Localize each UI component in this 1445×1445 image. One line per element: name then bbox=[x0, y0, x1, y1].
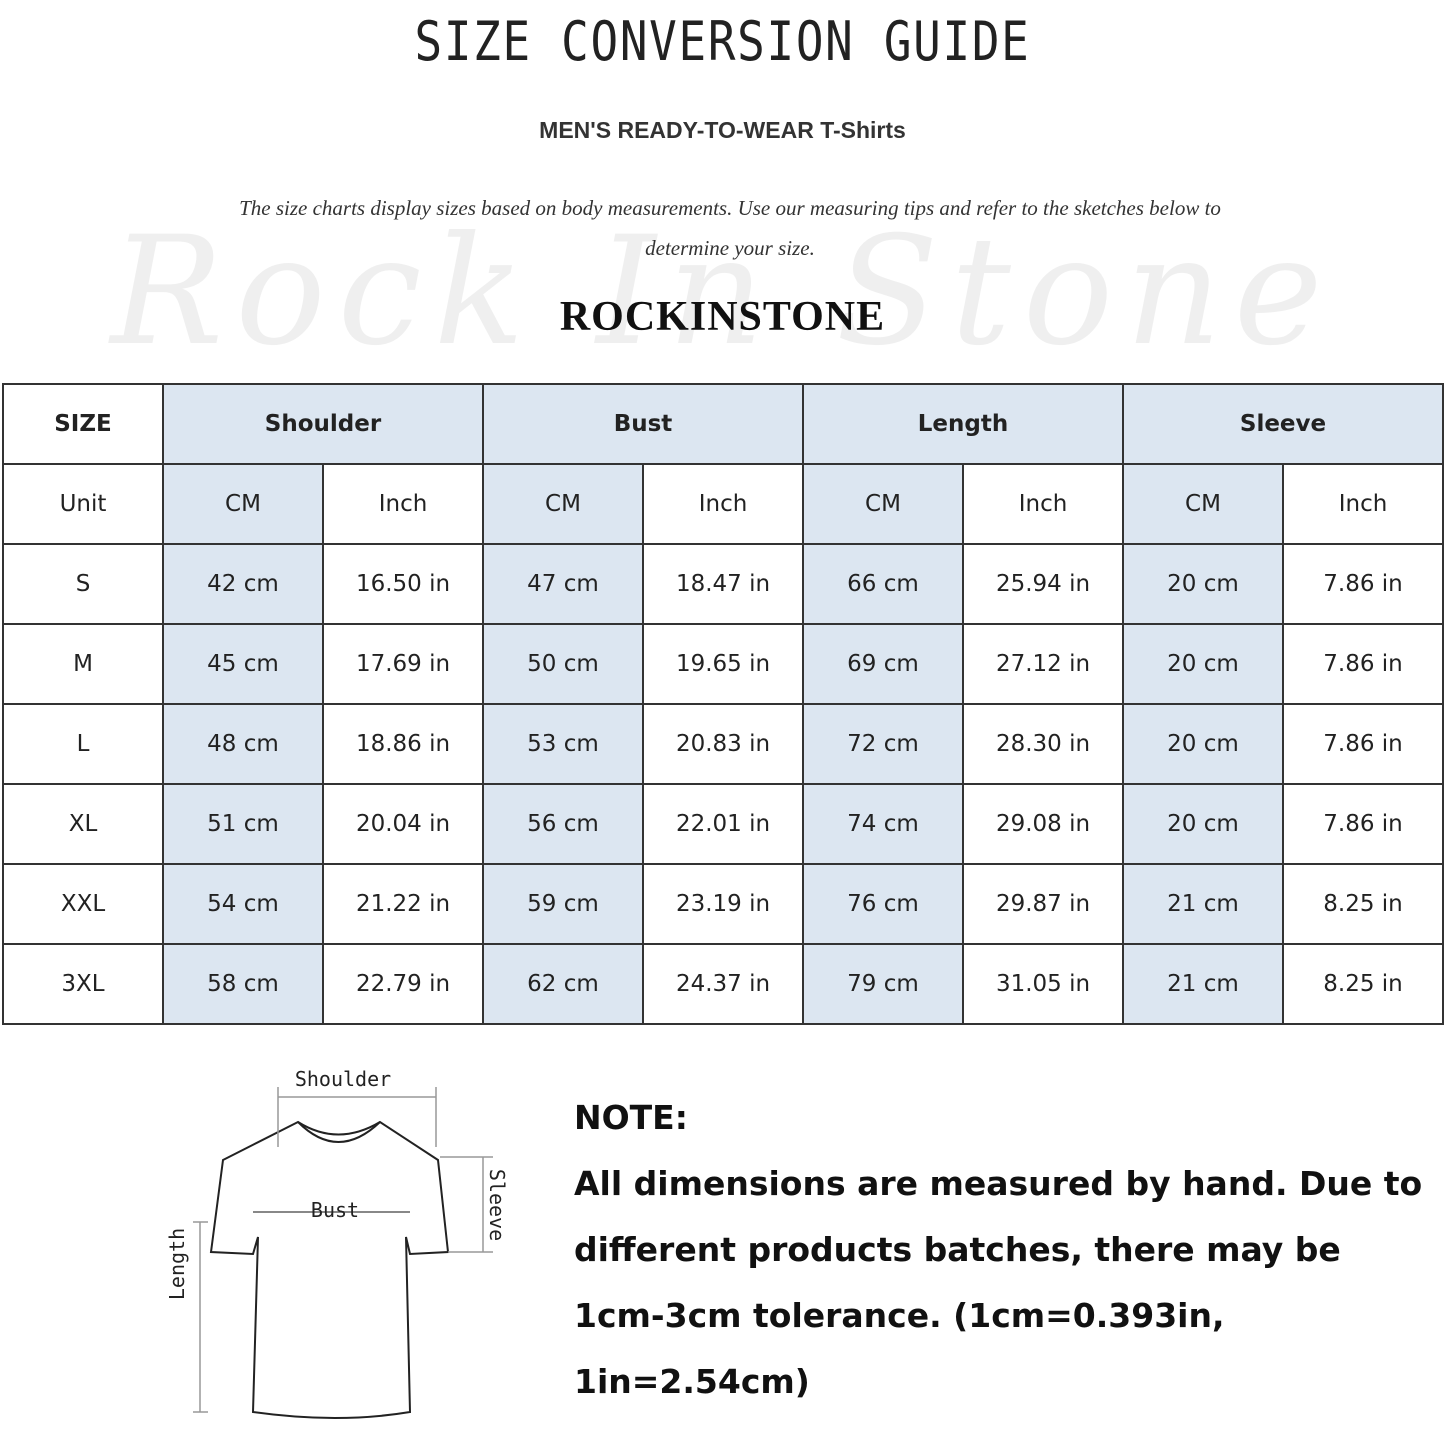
measurement-cell: 20.04 in bbox=[322, 783, 484, 865]
unit-cell: CM bbox=[482, 463, 644, 545]
measurement-cell: 25.94 in bbox=[962, 543, 1124, 625]
measurement-cell: 21 cm bbox=[1122, 863, 1284, 945]
measurement-cell: 7.86 in bbox=[1282, 623, 1444, 705]
size-label: XXL bbox=[2, 863, 164, 945]
subtitle: MEN'S READY-TO-WEAR T-Shirts bbox=[539, 117, 906, 143]
table-row: XL 51 cm 20.04 in 56 cm 22.01 in 74 cm 29.08 i… bbox=[2, 783, 1444, 865]
measurement-cell: 21 cm bbox=[1122, 943, 1284, 1025]
measurement-cell: 16.50 in bbox=[322, 543, 484, 625]
measurement-cell: 22.79 in bbox=[322, 943, 484, 1025]
measurement-cell: 19.65 in bbox=[642, 623, 804, 705]
unit-cell: Inch bbox=[322, 463, 484, 545]
measurement-cell: 24.37 in bbox=[642, 943, 804, 1025]
page-title: SIZE CONVERSION GUIDE bbox=[414, 10, 1031, 73]
measurement-cell: 42 cm bbox=[162, 543, 324, 625]
measurement-cell: 31.05 in bbox=[962, 943, 1124, 1025]
measurement-cell: 7.86 in bbox=[1282, 783, 1444, 865]
measurement-cell: 51 cm bbox=[162, 783, 324, 865]
table-row: L 48 cm 18.86 in 53 cm 20.83 in 72 cm 28.30 in… bbox=[2, 703, 1444, 785]
table-header-row: SIZE Shoulder Bust Length Sleeve bbox=[2, 383, 1444, 465]
size-label: XL bbox=[2, 783, 164, 865]
header-size: SIZE bbox=[2, 383, 164, 465]
measurement-cell: 7.86 in bbox=[1282, 543, 1444, 625]
measurement-cell: 20.83 in bbox=[642, 703, 804, 785]
header-bust: Bust bbox=[482, 383, 804, 465]
sketch-label-bust: Bust bbox=[311, 1198, 359, 1222]
measurement-cell: 62 cm bbox=[482, 943, 644, 1025]
measurement-cell: 76 cm bbox=[802, 863, 964, 945]
table-unit-row: Unit CM Inch CM Inch CM Inch CM Inch bbox=[2, 463, 1444, 545]
measurement-cell: 74 cm bbox=[802, 783, 964, 865]
measurement-cell: 79 cm bbox=[802, 943, 964, 1025]
unit-cell: Inch bbox=[962, 463, 1124, 545]
measurement-cell: 45 cm bbox=[162, 623, 324, 705]
measurement-cell: 48 cm bbox=[162, 703, 324, 785]
table-row: XXL 54 cm 21.22 in 59 cm 23.19 in 76 cm 29.87 … bbox=[2, 863, 1444, 945]
sketch-label-length: Length bbox=[165, 1228, 189, 1300]
tshirt-measurement-sketch: Shoulder Bust Length Sleeve bbox=[165, 1067, 509, 1419]
measurement-cell: 20 cm bbox=[1122, 623, 1284, 705]
measurement-cell: 29.87 in bbox=[962, 863, 1124, 945]
measurement-cell: 22.01 in bbox=[642, 783, 804, 865]
brand-name: ROCKINSTONE bbox=[559, 294, 886, 340]
header-shoulder: Shoulder bbox=[162, 383, 484, 465]
measurement-cell: 28.30 in bbox=[962, 703, 1124, 785]
measurement-cell: 21.22 in bbox=[322, 863, 484, 945]
measurement-cell: 8.25 in bbox=[1282, 863, 1444, 945]
measurement-cell: 23.19 in bbox=[642, 863, 804, 945]
measurement-cell: 29.08 in bbox=[962, 783, 1124, 865]
measurement-cell: 59 cm bbox=[482, 863, 644, 945]
measurement-cell: 53 cm bbox=[482, 703, 644, 785]
measurement-cell: 47 cm bbox=[482, 543, 644, 625]
measurement-cell: 72 cm bbox=[802, 703, 964, 785]
unit-cell: CM bbox=[1122, 463, 1284, 545]
measurement-cell: 18.86 in bbox=[322, 703, 484, 785]
description: The size charts display sizes based on b… bbox=[239, 196, 1221, 260]
unit-cell: Inch bbox=[1282, 463, 1444, 545]
measurement-cell: 20 cm bbox=[1122, 543, 1284, 625]
measurement-cell: 8.25 in bbox=[1282, 943, 1444, 1025]
measurement-cell: 58 cm bbox=[162, 943, 324, 1025]
header-sleeve: Sleeve bbox=[1122, 383, 1444, 465]
brand-watermark: Rock In Stone bbox=[110, 205, 1335, 379]
unit-cell: CM bbox=[162, 463, 324, 545]
note: NOTE: All dimensions are measured by han… bbox=[574, 1085, 1424, 1415]
note-text: All dimensions are measured by hand. Due… bbox=[574, 1164, 1423, 1401]
table-row: 3XL 58 cm 22.79 in 62 cm 24.37 in 79 cm 31.05 … bbox=[2, 943, 1444, 1025]
sketch-label-sleeve: Sleeve bbox=[485, 1169, 509, 1241]
size-label: S bbox=[2, 543, 164, 625]
measurement-cell: 27.12 in bbox=[962, 623, 1124, 705]
measurement-cell: 7.86 in bbox=[1282, 703, 1444, 785]
measurement-cell: 56 cm bbox=[482, 783, 644, 865]
note-heading: NOTE: bbox=[574, 1098, 688, 1137]
unit-label: Unit bbox=[2, 463, 164, 545]
size-label: 3XL bbox=[2, 943, 164, 1025]
size-label: L bbox=[2, 703, 164, 785]
measurement-cell: 20 cm bbox=[1122, 703, 1284, 785]
measurement-cell: 66 cm bbox=[802, 543, 964, 625]
measurement-cell: 50 cm bbox=[482, 623, 644, 705]
measurement-cell: 69 cm bbox=[802, 623, 964, 705]
table-row: M 45 cm 17.69 in 50 cm 19.65 in 69 cm 27.12 in… bbox=[2, 623, 1444, 705]
size-label: M bbox=[2, 623, 164, 705]
measurement-cell: 54 cm bbox=[162, 863, 324, 945]
table-row: S 42 cm 16.50 in 47 cm 18.47 in 66 cm 25.94 in… bbox=[2, 543, 1444, 625]
sketch-label-shoulder: Shoulder bbox=[295, 1067, 391, 1091]
measurement-cell: 20 cm bbox=[1122, 783, 1284, 865]
size-table: SIZE Shoulder Bust Length Sleeve Unit CM I… bbox=[2, 383, 1444, 1025]
unit-cell: Inch bbox=[642, 463, 804, 545]
measurement-cell: 18.47 in bbox=[642, 543, 804, 625]
tshirt-outline bbox=[209, 1120, 450, 1419]
measurement-cell: 17.69 in bbox=[322, 623, 484, 705]
unit-cell: CM bbox=[802, 463, 964, 545]
header-length: Length bbox=[802, 383, 1124, 465]
